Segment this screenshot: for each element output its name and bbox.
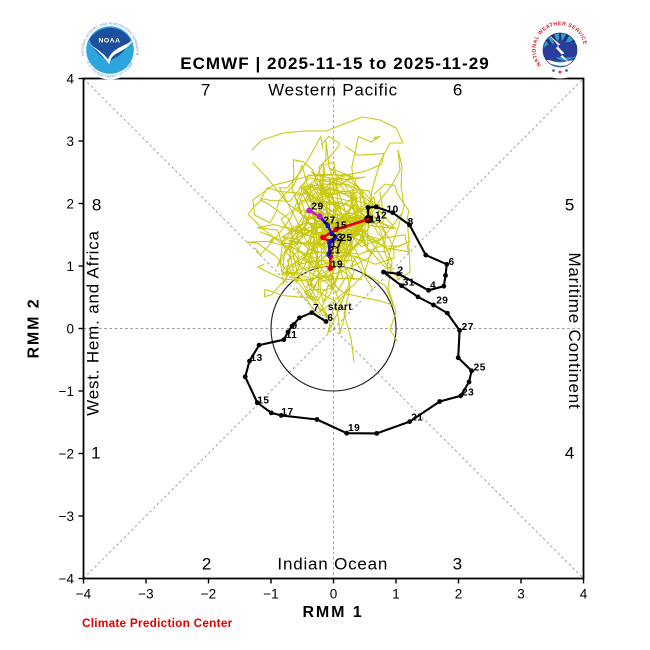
svg-text:29: 29: [436, 296, 448, 307]
svg-text:★: ★: [557, 69, 563, 76]
svg-text:−4: −4: [59, 571, 75, 586]
svg-text:23: 23: [331, 232, 343, 243]
svg-text:−1: −1: [59, 384, 74, 399]
svg-text:−3: −3: [59, 509, 74, 524]
svg-text:13: 13: [251, 353, 263, 364]
svg-text:17: 17: [281, 407, 293, 418]
svg-text:25: 25: [474, 363, 486, 374]
svg-text:Maritime Continent: Maritime Continent: [565, 252, 584, 409]
svg-text:2: 2: [397, 266, 403, 277]
svg-text:2: 2: [66, 196, 74, 211]
svg-text:8: 8: [408, 217, 414, 228]
svg-text:−1: −1: [263, 587, 278, 602]
svg-text:start: start: [328, 302, 352, 313]
svg-text:3: 3: [517, 587, 525, 602]
svg-text:17: 17: [330, 239, 342, 250]
svg-text:6: 6: [453, 81, 463, 100]
svg-text:15: 15: [335, 220, 347, 231]
svg-text:11: 11: [286, 330, 298, 341]
svg-text:−2: −2: [59, 446, 74, 461]
svg-text:4: 4: [565, 444, 575, 463]
svg-text:6: 6: [327, 313, 333, 324]
svg-text:9: 9: [292, 321, 298, 332]
svg-text:4: 4: [580, 587, 588, 602]
svg-text:21: 21: [329, 245, 341, 256]
svg-text:2: 2: [455, 587, 463, 602]
svg-text:Western Pacific: Western Pacific: [268, 81, 398, 100]
svg-text:0: 0: [330, 587, 338, 602]
svg-text:4: 4: [430, 280, 436, 291]
svg-text:15: 15: [257, 396, 269, 407]
svg-text:19: 19: [348, 423, 360, 434]
svg-text:19: 19: [331, 259, 343, 270]
svg-text:6: 6: [448, 257, 454, 268]
svg-text:10: 10: [387, 204, 399, 215]
svg-text:1: 1: [91, 443, 101, 462]
svg-text:27: 27: [462, 322, 474, 333]
svg-text:7: 7: [201, 81, 211, 100]
svg-text:23: 23: [462, 387, 474, 398]
svg-text:1: 1: [66, 259, 74, 274]
svg-text:21: 21: [411, 412, 423, 423]
svg-text:RMM 1: RMM 1: [302, 604, 363, 621]
svg-text:NOAA: NOAA: [98, 37, 120, 44]
svg-text:1: 1: [392, 587, 400, 602]
svg-text:25: 25: [340, 233, 352, 244]
svg-text:ECMWF | 2025-11-15 to 2025-11-: ECMWF | 2025-11-15 to 2025-11-29: [180, 54, 490, 73]
svg-text:3: 3: [453, 555, 463, 574]
svg-text:Climate Prediction Center: Climate Prediction Center: [82, 616, 233, 630]
svg-text:14: 14: [369, 214, 381, 225]
svg-text:3: 3: [66, 134, 74, 149]
svg-text:−3: −3: [138, 587, 153, 602]
svg-text:5: 5: [565, 196, 575, 215]
svg-text:−4: −4: [76, 587, 92, 602]
svg-text:29: 29: [311, 201, 323, 212]
svg-text:7: 7: [313, 303, 319, 314]
svg-text:Indian Ocean: Indian Ocean: [277, 555, 388, 574]
svg-text:4: 4: [66, 71, 74, 86]
svg-text:12: 12: [375, 211, 387, 222]
svg-text:2: 2: [202, 555, 212, 574]
svg-text:31: 31: [403, 277, 415, 288]
svg-text:−2: −2: [201, 587, 216, 602]
svg-text:RMM 2: RMM 2: [26, 297, 43, 358]
svg-text:8: 8: [92, 196, 102, 215]
svg-text:27: 27: [323, 215, 335, 226]
svg-text:0: 0: [66, 321, 74, 336]
svg-text:West. Hem. and Africa: West. Hem. and Africa: [84, 230, 103, 416]
